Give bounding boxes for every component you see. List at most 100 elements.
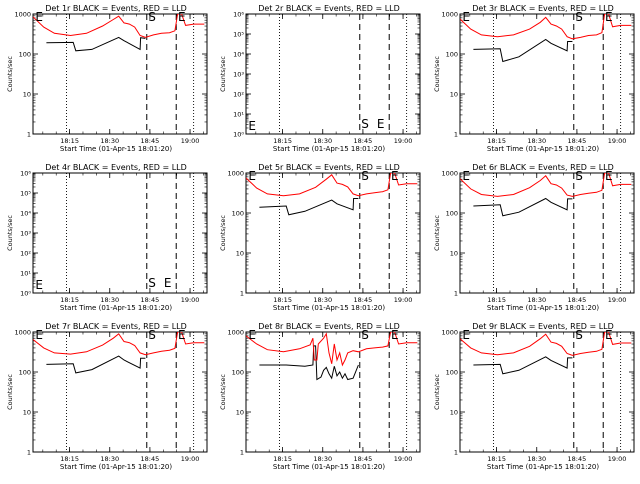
x-tick-label: 18:30 (313, 296, 332, 304)
y-tick-label: 100 (446, 210, 458, 218)
y-tick-label: 10¹ (20, 270, 31, 278)
y-tick-label: 100 (446, 369, 458, 377)
y-tick-label: 1000 (441, 11, 458, 19)
marker-label-s: S (361, 328, 369, 342)
x-tick-label: 18:15 (60, 455, 79, 463)
marker-label-e: E (248, 169, 256, 183)
marker-label-e: E (178, 328, 186, 342)
y-axis-label: Counts/sec (433, 56, 441, 92)
x-tick-label: 19:00 (394, 137, 413, 145)
marker-label-e: E (35, 278, 43, 292)
y-tick-label: 10 (23, 409, 31, 417)
plot-frame (459, 13, 635, 135)
marker-label-s: S (575, 328, 583, 342)
plot-frame (459, 331, 635, 453)
x-tick-label: 19:00 (608, 455, 627, 463)
x-axis-label: Start Time (01-Apr-15 18:01:20) (273, 463, 385, 471)
events-series-line (473, 38, 573, 63)
series-group (460, 332, 632, 375)
y-axis-label: Counts/sec (6, 215, 14, 251)
chart-panel-7: Det 7r BLACK = Events, RED = LLD 1000 100 1… (6, 322, 208, 471)
marker-label-s: S (148, 328, 156, 342)
y-tick-label: 10⁰ (20, 290, 31, 298)
y-tick-label: 100 (232, 210, 244, 218)
y-tick-label: 1 (27, 449, 31, 457)
x-tick-label: 18:15 (273, 296, 292, 304)
y-tick-label: 1 (454, 449, 458, 457)
marker-label-e: E (462, 169, 470, 183)
marker-label-e: E (605, 328, 613, 342)
x-axis-label: Start Time (01-Apr-15 18:01:20) (273, 304, 385, 312)
y-tick-label: 10⁶ (233, 11, 244, 19)
lld-series-line (246, 173, 418, 197)
lld-series-line (460, 14, 632, 40)
y-tick-label: 10⁶ (20, 170, 31, 178)
panel-title: Det 5r BLACK = Events, RED = LLD (258, 163, 400, 172)
x-tick-label: 19:00 (181, 137, 200, 145)
marker-label-e: E (391, 169, 399, 183)
x-tick-label: 18:15 (487, 296, 506, 304)
chart-panel-6: Det 6r BLACK = Events, RED = LLD 1000 100 1… (433, 163, 635, 312)
x-tick-label: 19:00 (608, 296, 627, 304)
marker-label-s: S (361, 117, 369, 131)
x-axis-label: Start Time (01-Apr-15 18:01:20) (60, 145, 172, 153)
y-tick-label: 1000 (441, 170, 458, 178)
chart-panel-8: Det 8r BLACK = Events, RED = LLD 1000 100 1… (219, 322, 421, 471)
y-tick-label: 1000 (14, 11, 31, 19)
x-tick-label: 19:00 (181, 455, 200, 463)
y-tick-label: 1 (454, 131, 458, 139)
y-tick-label: 10 (450, 91, 458, 99)
series-group (460, 173, 632, 217)
x-axis-label: Start Time (01-Apr-15 18:01:20) (487, 463, 599, 471)
y-tick-label: 10⁵ (233, 31, 244, 39)
chart-panel-5: Det 5r BLACK = Events, RED = LLD 1000 100 1… (219, 163, 421, 312)
marker-label-e: E (164, 276, 172, 290)
marker-label-e: E (462, 10, 470, 24)
x-tick-label: 19:00 (608, 137, 627, 145)
y-tick-label: 1000 (227, 329, 244, 337)
x-tick-label: 18:45 (568, 455, 587, 463)
panel-title: Det 4r BLACK = Events, RED = LLD (45, 163, 187, 172)
x-tick-label: 18:45 (354, 137, 373, 145)
marker-label-e: E (377, 117, 385, 131)
marker-label-e: E (391, 328, 399, 342)
lld-series-line (246, 332, 418, 367)
x-tick-label: 18:15 (487, 137, 506, 145)
x-tick-label: 18:15 (487, 455, 506, 463)
marker-label-e: E (35, 10, 43, 24)
events-series-line (259, 198, 359, 216)
marker-label-e: E (462, 328, 470, 342)
x-tick-label: 18:45 (141, 296, 160, 304)
x-axis-label: Start Time (01-Apr-15 18:01:20) (273, 145, 385, 153)
y-tick-label: 10² (20, 250, 31, 258)
plot-frame (245, 331, 421, 453)
y-axis-label: Counts/sec (219, 56, 227, 92)
y-tick-label: 1000 (227, 170, 244, 178)
y-tick-label: 1 (454, 290, 458, 298)
marker-label-e: E (605, 169, 613, 183)
x-axis-label: Start Time (01-Apr-15 18:01:20) (487, 145, 599, 153)
marker-label-s: S (575, 169, 583, 183)
chart-panel-3: Det 3r BLACK = Events, RED = LLD 1000 100 1… (433, 4, 635, 153)
x-tick-label: 18:30 (313, 455, 332, 463)
x-tick-label: 18:45 (141, 137, 160, 145)
series-group (246, 332, 418, 381)
chart-panel-1: Det 1r BLACK = Events, RED = LLD 1000 100 1… (6, 4, 208, 153)
x-axis-label: Start Time (01-Apr-15 18:01:20) (60, 463, 172, 471)
plot-frame (32, 13, 208, 135)
series-group (246, 173, 418, 216)
events-series-line (259, 345, 359, 381)
plot-frame (245, 172, 421, 294)
plot-frame (245, 13, 421, 135)
marker-label-e: E (248, 328, 256, 342)
plot-frame (459, 172, 635, 294)
series-group (33, 14, 205, 52)
panel-title: Det 9r BLACK = Events, RED = LLD (472, 322, 614, 331)
x-tick-label: 18:15 (273, 137, 292, 145)
x-tick-label: 18:30 (100, 455, 119, 463)
x-tick-label: 18:45 (568, 137, 587, 145)
marker-label-s: S (148, 276, 156, 290)
panel-title: Det 2r BLACK = Events, RED = LLD (258, 4, 400, 13)
